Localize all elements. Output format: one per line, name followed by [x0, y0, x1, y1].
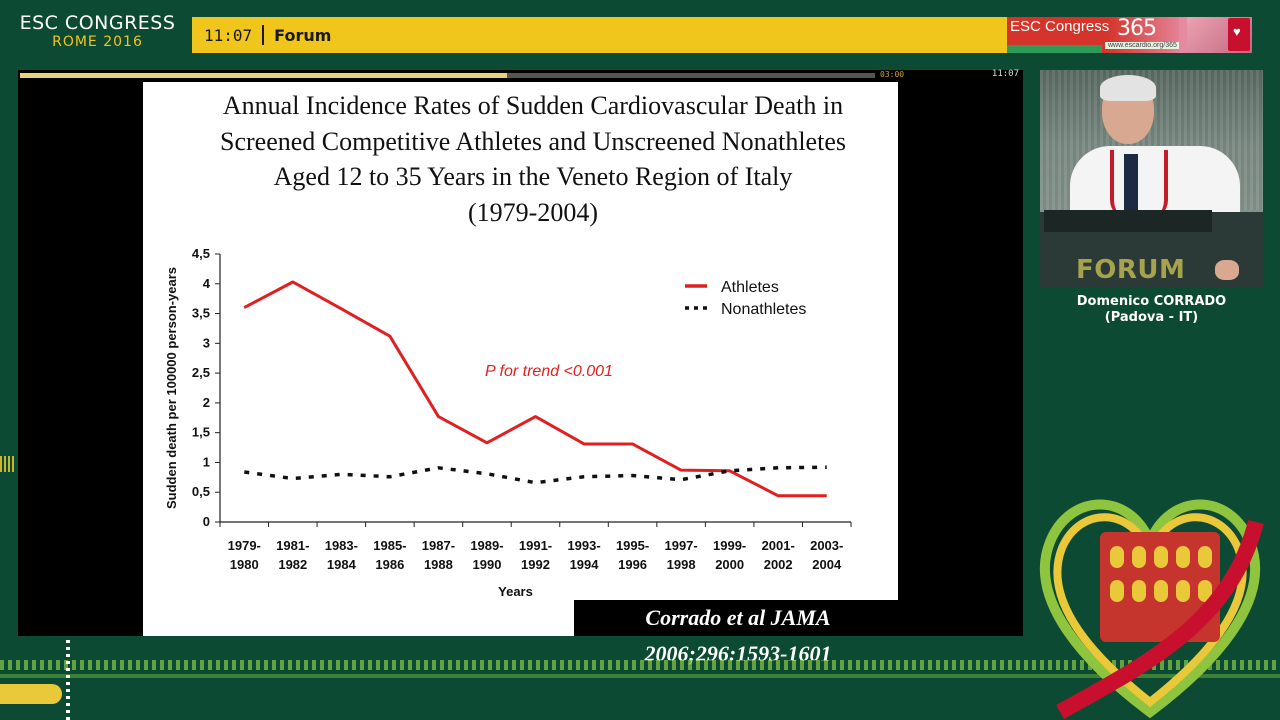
y-tick-label: 2 — [203, 395, 210, 410]
y-tick-label: 0 — [203, 514, 210, 529]
lanyard — [1110, 150, 1168, 220]
x-tick-label: 2002 — [764, 557, 793, 572]
x-tick-label: 1983- — [325, 538, 358, 553]
y-tick-label: 1,5 — [192, 425, 210, 440]
congress-logo: ESC CONGRESS ROME 2016 — [10, 12, 185, 50]
x-axis-label: Years — [498, 584, 533, 599]
slide-title-line: Screened Competitive Athletes and Unscre… — [220, 126, 846, 156]
trend-annotation: P for trend <0.001 — [485, 363, 613, 380]
colosseum-heart-icon — [1039, 499, 1264, 719]
x-tick-label: 1986 — [375, 557, 404, 572]
y-tick-label: 3 — [203, 335, 210, 350]
heart-icon — [1228, 18, 1250, 51]
x-tick-label: 1999- — [713, 538, 746, 553]
y-tick-label: 3,5 — [192, 306, 210, 321]
x-tick-label: 1991- — [519, 538, 552, 553]
esc365-banner[interactable]: ESC Congress 365 www.escardio.org/365 — [1007, 16, 1187, 53]
x-tick-label: 1992 — [521, 557, 550, 572]
x-tick-label: 1980 — [230, 557, 259, 572]
line-chart: 0 0,5 1 1,5 2 2,5 3 3,5 4 4,5 1979- 1980 1981- 1982 19… — [164, 246, 852, 599]
speaker-affiliation: (Padova - IT) — [1104, 310, 1199, 325]
speaker-name: Domenico CORRADO — [1076, 294, 1227, 309]
citation: Corrado et al JAMA 2006;296:1593-1601 — [574, 600, 902, 666]
x-tick-label: 2004 — [812, 557, 842, 572]
x-tick-label: 2003- — [810, 538, 843, 553]
banner-stripe — [1007, 45, 1102, 53]
session-bar: 11:07 Forum — [192, 17, 1007, 53]
x-tick-label: 1998 — [667, 557, 696, 572]
progress-bar[interactable] — [20, 73, 875, 78]
x-tick-label: 1985- — [373, 538, 406, 553]
legend-label: Athletes — [721, 279, 779, 296]
x-tick-label: 2001- — [762, 538, 795, 553]
decorative-pattern — [0, 456, 16, 472]
decorative-band — [0, 674, 1280, 678]
slide: Annual Incidence Rates of Sudden Cardiov… — [143, 82, 902, 666]
y-tick-label: 4 — [203, 276, 211, 291]
banner-stripe-pink — [1179, 17, 1187, 53]
speaker-caption: Domenico CORRADO (Padova - IT) — [1040, 294, 1263, 326]
y-axis-label: Sudden death per 100000 person-years — [164, 267, 179, 509]
x-tick-label: 2000 — [715, 557, 744, 572]
legend-label: Nonathletes — [721, 301, 806, 318]
room-name: Forum — [274, 25, 332, 45]
esc365-number: 365 — [1117, 16, 1157, 41]
slide-title: Annual Incidence Rates of Sudden Cardiov… — [163, 88, 903, 230]
esc365-url[interactable]: www.escardio.org/365 — [1105, 42, 1180, 49]
y-tick-label: 0,5 — [192, 484, 210, 499]
x-tick-label: 1993- — [567, 538, 600, 553]
slide-title-line: Aged 12 to 35 Years in the Veneto Region… — [273, 162, 793, 191]
esc365-label: ESC Congress — [1010, 18, 1110, 35]
x-tick-label: 1981- — [276, 538, 309, 553]
x-tick-label: 1994 — [570, 557, 600, 572]
brand-subtitle: ROME 2016 — [52, 34, 143, 50]
y-tick-label: 1 — [203, 454, 210, 469]
tie — [1124, 154, 1138, 214]
decorative-band — [0, 660, 1280, 670]
y-tick-label: 2,5 — [192, 365, 210, 380]
y-tick-label: 4,5 — [192, 246, 210, 261]
brand-title: ESC CONGRESS — [19, 12, 176, 34]
progress-time: 03:00 — [880, 70, 905, 79]
session-clock: 11:07 — [204, 25, 253, 45]
slide-title-line: Annual Incidence Rates of Sudden Cardiov… — [222, 91, 844, 120]
x-tick-label: 1988 — [424, 557, 453, 572]
stream-time: 11:07 — [991, 69, 1019, 79]
speaker-video: FORUM — [1040, 70, 1263, 287]
slide-title-line: (1979-2004) — [468, 197, 598, 227]
divider — [262, 25, 265, 45]
x-tick-label: 1982 — [278, 557, 307, 572]
x-tick-label: 1996 — [618, 557, 647, 572]
decorative-tab — [0, 684, 62, 704]
speaker-hand — [1215, 260, 1239, 280]
x-tick-label: 1989- — [470, 538, 503, 553]
series-line-athletes — [243, 280, 827, 498]
slide-player: 03:00 11:07 Annual Incidence Rates of Su… — [18, 69, 1023, 666]
x-tick-label: 1987- — [422, 538, 455, 553]
podium-top — [1044, 210, 1212, 232]
x-tick-label: 1997- — [664, 538, 697, 553]
x-tick-label: 1979- — [228, 538, 261, 553]
podium-label: FORUM — [1076, 255, 1186, 285]
progress-fill — [20, 73, 508, 78]
esc-society-logo — [1187, 17, 1252, 53]
decorative-dots — [66, 640, 70, 720]
speaker-hair — [1100, 75, 1156, 101]
x-tick-label: 1990 — [473, 557, 502, 572]
x-tick-label: 1984 — [327, 557, 357, 572]
x-tick-label: 1995- — [616, 538, 649, 553]
